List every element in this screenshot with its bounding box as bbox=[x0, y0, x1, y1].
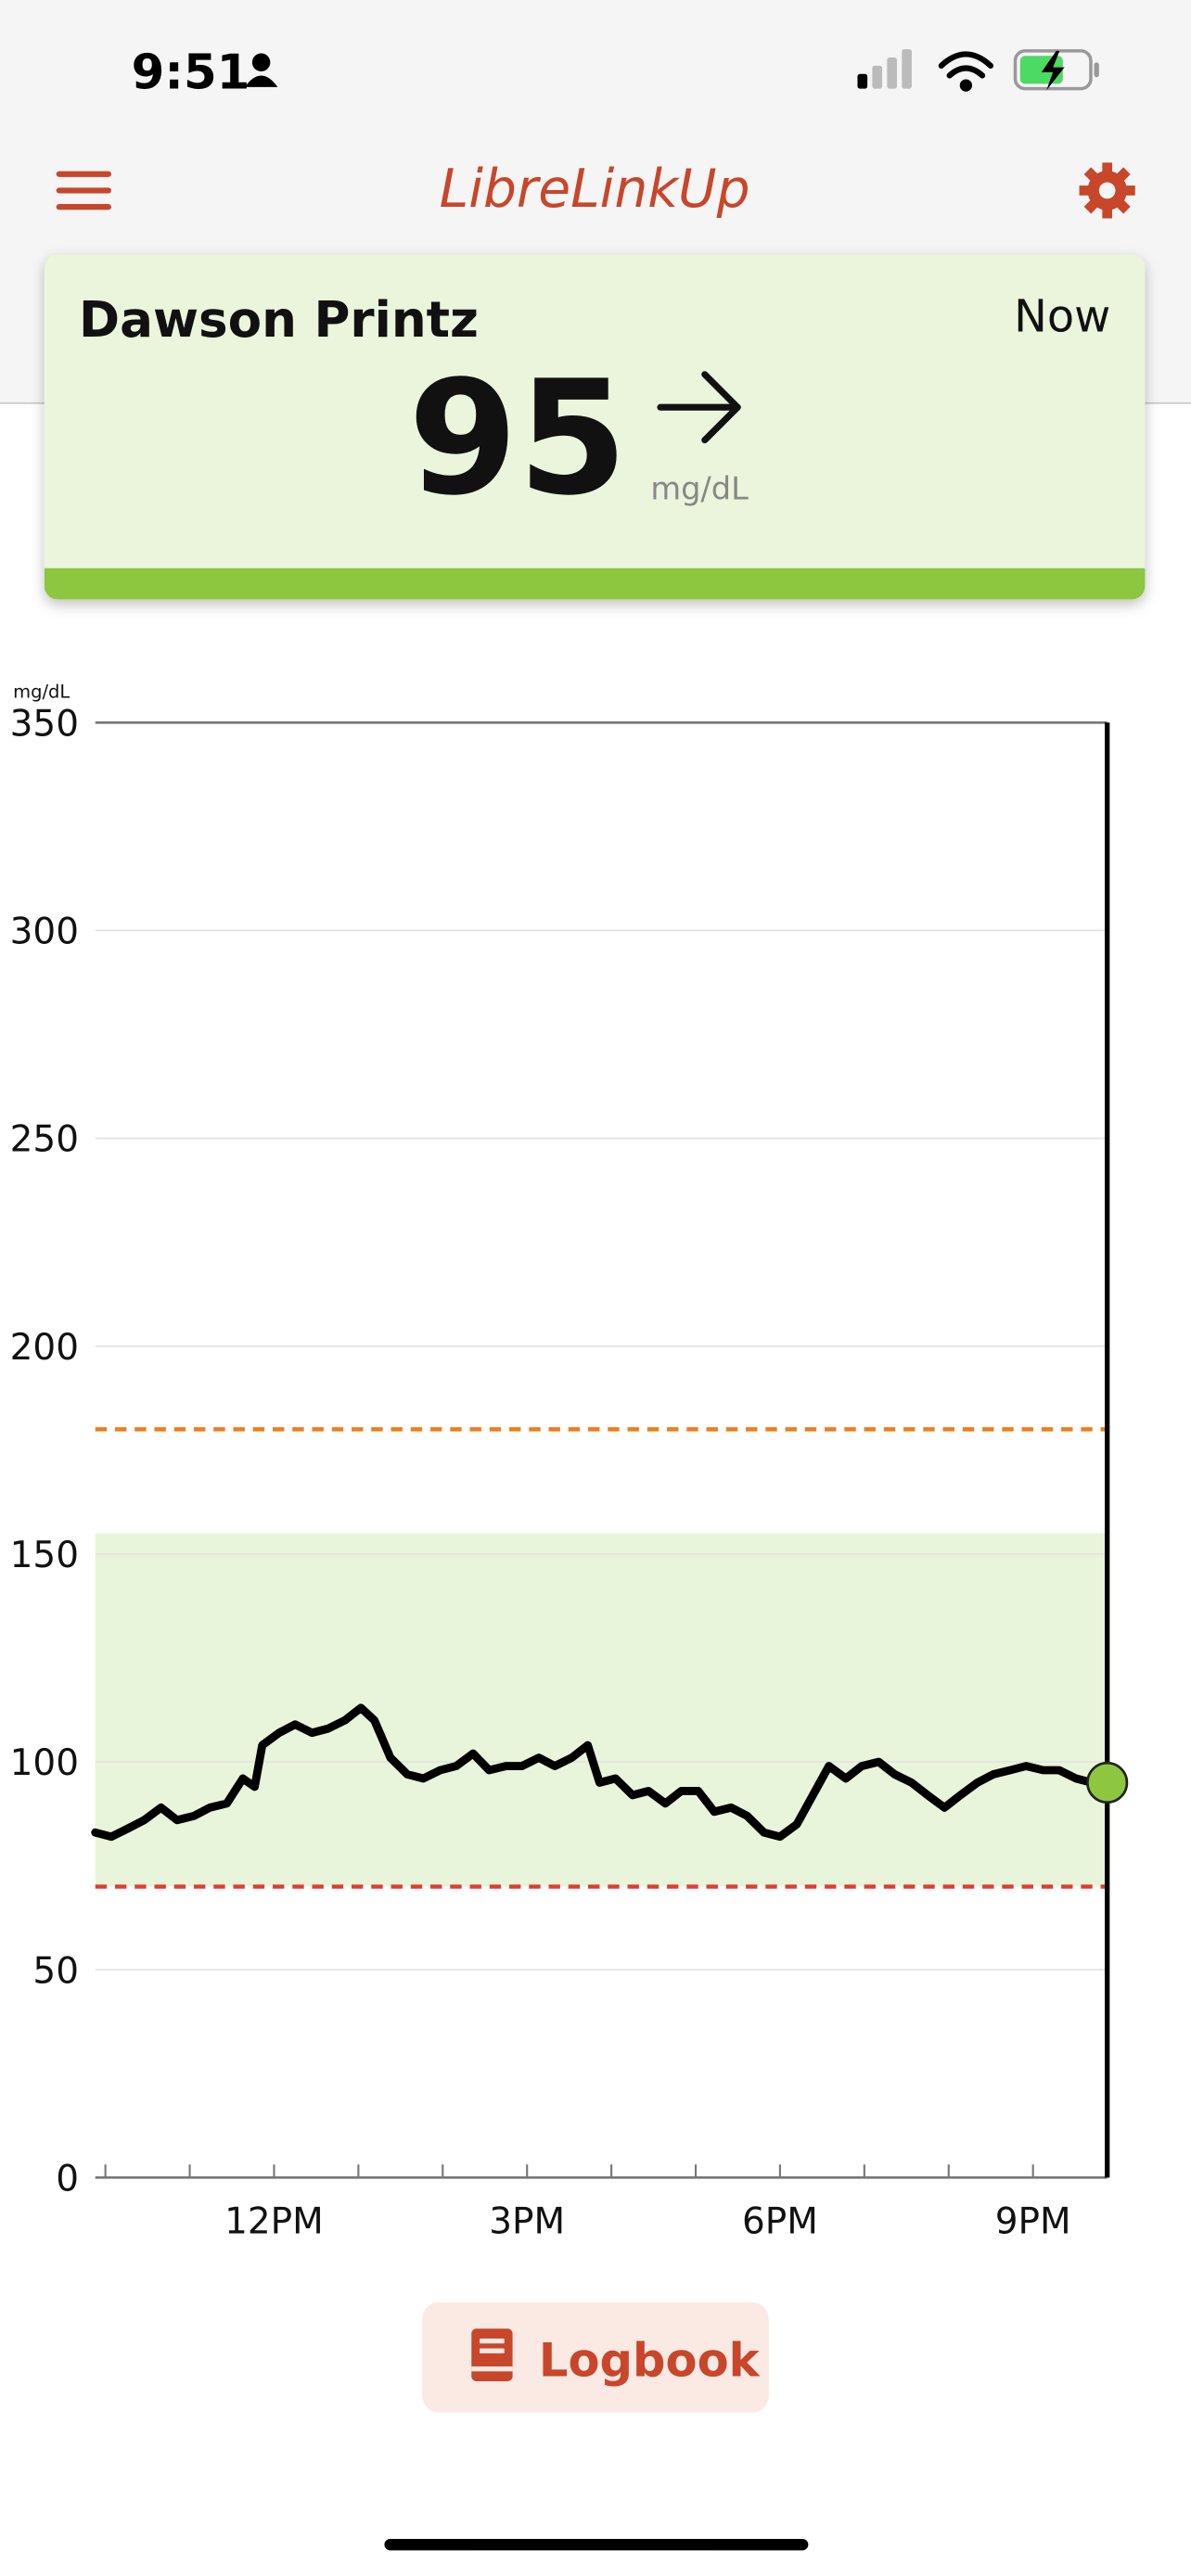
x-tick-label: 3PM bbox=[489, 2201, 565, 2243]
y-tick-label: 100 bbox=[10, 1742, 79, 1784]
glucose-value: 95 bbox=[408, 347, 628, 530]
card-background bbox=[44, 254, 1146, 600]
glucose-chart: mg/dL 0 50 100 150 200 250 300 350 12PM 3PM 6PM 9PM bbox=[10, 682, 1129, 2243]
book-icon bbox=[471, 2328, 513, 2381]
settings-button[interactable] bbox=[1079, 162, 1135, 219]
menu-button[interactable] bbox=[56, 171, 111, 210]
patient-card[interactable]: Dawson Printz Now 95 mg/dL bbox=[44, 254, 1146, 600]
y-tick-label: 300 bbox=[10, 912, 79, 953]
home-indicator bbox=[384, 2538, 809, 2551]
status-time: 9:51 bbox=[132, 45, 250, 101]
y-tick-label: 350 bbox=[10, 703, 79, 745]
y-tick-label: 200 bbox=[10, 1327, 79, 1369]
app-title: LibreLinkUp bbox=[440, 159, 750, 220]
card-status-bar bbox=[44, 567, 1146, 600]
reading-time: Now bbox=[1014, 292, 1110, 343]
button-label: Logbook bbox=[539, 2334, 761, 2388]
logbook-button[interactable]: Logbook bbox=[422, 2302, 769, 2413]
trend-arrow bbox=[657, 371, 741, 444]
y-tick-label: 150 bbox=[10, 1535, 79, 1576]
person-icon bbox=[244, 53, 278, 87]
y-tick-label: 0 bbox=[56, 2159, 79, 2200]
glucose-unit: mg/dL bbox=[650, 470, 749, 506]
target-range bbox=[95, 1533, 1108, 1887]
x-tick-label: 9PM bbox=[995, 2201, 1071, 2243]
current-reading-dot bbox=[1086, 1761, 1129, 1804]
y-axis-label: mg/dL bbox=[13, 682, 70, 703]
signal-icon bbox=[857, 49, 912, 89]
x-tick-label: 12PM bbox=[224, 2201, 324, 2243]
glucose-line bbox=[91, 1703, 1112, 1842]
y-tick-label: 50 bbox=[32, 1950, 79, 1992]
y-tick-label: 250 bbox=[10, 1119, 79, 1161]
battery-icon bbox=[1013, 49, 1099, 91]
patient-name: Dawson Printz bbox=[79, 291, 479, 349]
wifi-icon bbox=[938, 51, 994, 92]
x-tick-label: 6PM bbox=[742, 2201, 818, 2243]
